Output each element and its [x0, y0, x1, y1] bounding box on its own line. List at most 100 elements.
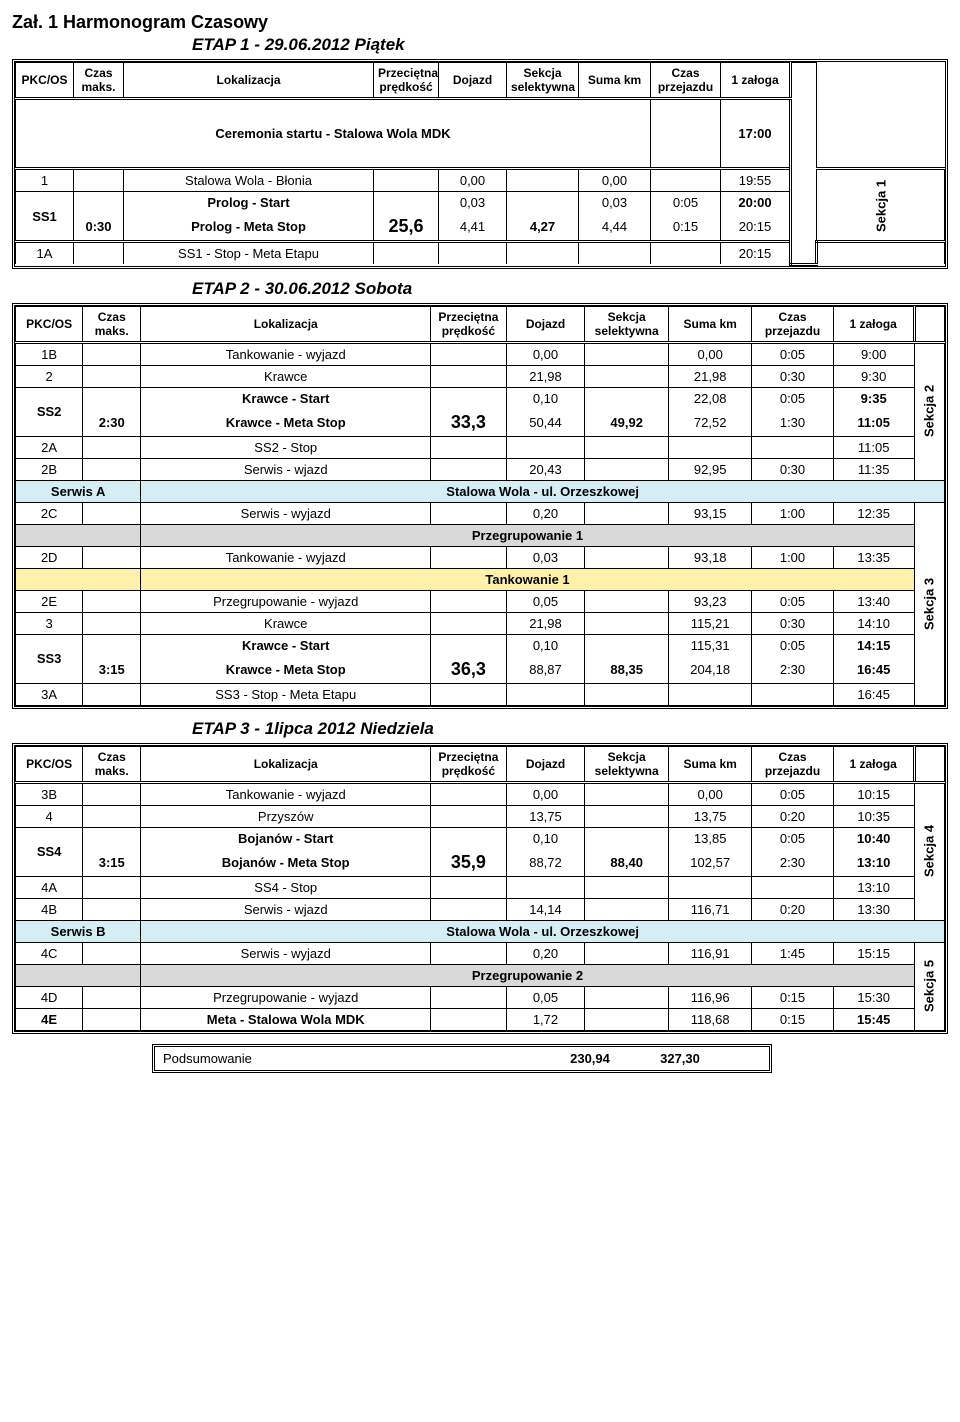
cell: 21,98	[506, 365, 585, 387]
cell	[585, 436, 669, 458]
cell: 116,96	[668, 986, 752, 1008]
cell	[83, 436, 141, 458]
table-row: 4 Przyszów 13,75 13,75 0:20 10:35	[16, 805, 945, 827]
hdr-zal: 1 załoga	[721, 63, 791, 99]
cell: 2:30	[752, 849, 833, 877]
cell: 0,00	[506, 782, 585, 805]
cell	[431, 436, 506, 458]
cell	[83, 590, 141, 612]
cell	[83, 942, 141, 964]
cell: 1:45	[752, 942, 833, 964]
cell	[83, 546, 141, 568]
hdr: Czas przejazdu	[752, 306, 833, 342]
cell: Przegrupowanie 2	[141, 964, 915, 986]
cell-lok: Prolog - Meta Stop	[124, 213, 374, 242]
hdr: Czas maks.	[83, 306, 141, 342]
hdr: Lokalizacja	[141, 746, 431, 782]
przegrupowanie-row: Przegrupowanie 2	[16, 964, 945, 986]
cell	[83, 1008, 141, 1030]
cell	[431, 683, 506, 705]
cell-speed: 25,6	[374, 213, 439, 242]
cell	[374, 192, 439, 214]
etap1-block: PKC/OS Czas maks. Lokalizacja Przeciętna…	[12, 59, 948, 269]
cell	[752, 876, 833, 898]
cell-lok: SS1 - Stop - Meta Etapu	[124, 242, 374, 265]
cell: Serwis - wyjazd	[141, 502, 431, 524]
hdr-sek	[914, 306, 944, 342]
cell: 4,44	[579, 213, 651, 242]
cell: 11:05	[833, 409, 914, 437]
cell: 72,52	[668, 409, 752, 437]
ceremony-label: Ceremonia startu - Stalowa Wola MDK	[16, 99, 651, 169]
cell: 19:55	[721, 169, 791, 192]
cell	[83, 365, 141, 387]
cell	[585, 942, 669, 964]
cell	[74, 192, 124, 214]
cell	[585, 365, 669, 387]
cell	[431, 942, 506, 964]
cell: 204,18	[668, 656, 752, 684]
cell: Przegrupowanie - wyjazd	[141, 986, 431, 1008]
cell	[16, 568, 141, 590]
cell: 2A	[16, 436, 83, 458]
cell	[668, 876, 752, 898]
summary-table: Podsumowanie 230,94 327,30	[155, 1047, 769, 1070]
cell-speed: 33,3	[431, 409, 506, 437]
sekcja-label: Sekcja 1	[817, 169, 945, 242]
table-row: SS2 Krawce - Start 0,10 22,08 0:05 9:35	[16, 387, 945, 409]
summary-v1: 230,94	[545, 1047, 635, 1070]
cell: 0:30	[752, 365, 833, 387]
cell: 0:15	[651, 213, 721, 242]
cell: Krawce - Meta Stop	[141, 656, 431, 684]
cell: 88,35	[585, 656, 669, 684]
cell: 13:10	[833, 876, 914, 898]
cell: 0,10	[506, 634, 585, 656]
cell: SS2	[16, 387, 83, 436]
cell: 115,21	[668, 612, 752, 634]
etap3-table: PKC/OS Czas maks. Lokalizacja Przeciętna…	[15, 746, 945, 1031]
etap2-block: PKC/OS Czas maks. Lokalizacja Przeciętna…	[12, 303, 948, 709]
cell: Przegrupowanie 1	[141, 524, 915, 546]
table-row: 4C Serwis - wyjazd 0,20 116,91 1:45 15:1…	[16, 942, 945, 964]
cell-speed: 36,3	[431, 656, 506, 684]
hdr: Przeciętna prędkość	[431, 306, 506, 342]
cell	[752, 436, 833, 458]
cell	[74, 169, 124, 192]
cell: 1,72	[506, 1008, 585, 1030]
cell: Serwis - wjazd	[141, 458, 431, 480]
cell: 4D	[16, 986, 83, 1008]
cell: 0:15	[752, 986, 833, 1008]
cell: 13:30	[833, 898, 914, 920]
hdr-suma: Suma km	[579, 63, 651, 99]
cell: 20:15	[721, 213, 791, 242]
cell: 0,10	[506, 827, 585, 849]
cell: 22,08	[668, 387, 752, 409]
cell: 21,98	[506, 612, 585, 634]
cell: 3A	[16, 683, 83, 705]
cell: Meta - Stalowa Wola MDK	[141, 1008, 431, 1030]
table-row: 2C Serwis - wyjazd 0,20 93,15 1:00 12:35…	[16, 502, 945, 524]
hdr: 1 załoga	[833, 746, 914, 782]
cell	[431, 827, 506, 849]
cell: 9:30	[833, 365, 914, 387]
cell: 10:35	[833, 805, 914, 827]
cell: 0:05	[651, 192, 721, 214]
cell	[83, 458, 141, 480]
cell: 0:15	[752, 1008, 833, 1030]
cell: 0:20	[752, 805, 833, 827]
cell	[431, 782, 506, 805]
cell	[585, 634, 669, 656]
cell: 88,40	[585, 849, 669, 877]
etap3-block: PKC/OS Czas maks. Lokalizacja Przeciętna…	[12, 743, 948, 1034]
cell: Tankowanie - wyjazd	[141, 782, 431, 805]
cell: 2B	[16, 458, 83, 480]
hdr: Lokalizacja	[141, 306, 431, 342]
cell: 10:40	[833, 827, 914, 849]
cell: 13,75	[506, 805, 585, 827]
table-row: 4B Serwis - wjazd 14,14 116,71 0:20 13:3…	[16, 898, 945, 920]
cell: 4	[16, 805, 83, 827]
cell	[817, 242, 945, 265]
hdr: 1 załoga	[833, 306, 914, 342]
cell	[439, 242, 507, 265]
table-row: 2D Tankowanie - wyjazd 0,03 93,18 1:00 1…	[16, 546, 945, 568]
